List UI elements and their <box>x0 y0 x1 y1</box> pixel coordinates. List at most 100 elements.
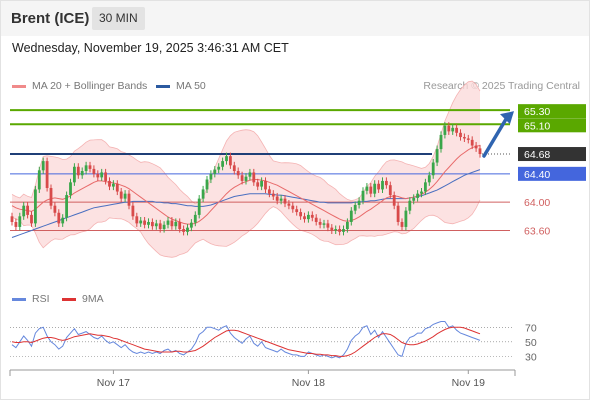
candle-body <box>84 165 88 172</box>
candle-body <box>353 204 357 211</box>
candle-body <box>240 175 244 181</box>
price-label-63.60: 63.60 <box>524 225 550 237</box>
candle-body <box>338 229 341 232</box>
candle-body <box>217 166 221 170</box>
candle-body <box>53 205 57 213</box>
price-tag-65.30 <box>518 104 586 119</box>
candle-body <box>154 223 158 227</box>
candle-body <box>377 183 380 190</box>
rsi-tick-50: 50 <box>525 337 537 349</box>
candle-body <box>381 180 384 190</box>
candle-body <box>318 221 322 225</box>
candle-body <box>342 229 345 232</box>
candle-body <box>158 223 162 230</box>
candle-body <box>435 149 439 163</box>
candle-body <box>45 161 49 188</box>
candle-body <box>34 189 37 224</box>
candle-body <box>225 156 228 162</box>
candle-body <box>37 170 41 190</box>
candle-body <box>279 198 283 201</box>
candle-body <box>108 180 111 187</box>
candle-body <box>18 216 22 227</box>
candle-body <box>178 221 182 230</box>
rsi-swatch-icon <box>12 297 26 301</box>
candle-body <box>151 221 154 227</box>
candle-body <box>221 161 224 167</box>
candle-body <box>88 165 92 169</box>
candle-body <box>244 176 248 181</box>
candle-body <box>264 180 267 190</box>
candle-body <box>330 227 334 231</box>
candle-body <box>73 166 76 183</box>
x-tick-nov-17: Nov 17 <box>97 377 130 389</box>
candle-body <box>466 138 470 140</box>
candle-body <box>131 205 135 217</box>
candle-body <box>373 183 377 194</box>
rsi-ma-line <box>11 326 481 357</box>
candle-body <box>260 180 263 187</box>
candle-body <box>14 221 18 227</box>
rsi-tick-70: 70 <box>525 322 537 334</box>
candle-body <box>396 205 400 222</box>
candle-body <box>10 216 14 222</box>
candle-body <box>283 198 287 204</box>
candle-body <box>115 183 119 192</box>
candle-body <box>295 209 299 213</box>
bollinger-lower <box>11 199 481 258</box>
candle-body <box>123 193 127 199</box>
timeframe-badge[interactable]: 30 MIN <box>92 7 145 30</box>
price-label-64.00: 64.00 <box>524 197 550 209</box>
candle-body <box>365 186 369 191</box>
candle-body <box>400 221 404 227</box>
price-tag-64.68 <box>518 147 586 162</box>
ma9-swatch-icon <box>62 297 76 301</box>
candle-body <box>41 161 45 171</box>
price-label-65.30: 65.30 <box>524 106 550 118</box>
candle-body <box>474 145 478 149</box>
price-label-64.68: 64.68 <box>524 149 550 161</box>
candle-body <box>431 162 435 176</box>
candle-body <box>213 169 217 174</box>
candle-body <box>459 132 462 138</box>
candle-body <box>76 166 80 176</box>
candle-body <box>57 212 61 224</box>
candle-body <box>30 214 33 224</box>
candle-body <box>26 205 29 215</box>
candle-body <box>201 189 205 199</box>
price-label-64.40: 64.40 <box>524 169 550 181</box>
candle-body <box>361 190 365 201</box>
candle-body <box>166 220 170 225</box>
forecast-arrowhead-icon <box>500 111 514 125</box>
legend-ma9-label: 9MA <box>82 293 104 305</box>
candle-body <box>143 220 146 225</box>
candle-body <box>112 183 115 187</box>
candle-body <box>455 127 458 133</box>
instrument-title: Brent (ICE) <box>11 10 90 27</box>
candle-body <box>412 197 416 201</box>
ma50-swatch-icon <box>156 84 170 88</box>
candle-body <box>287 203 291 206</box>
legend-ma50: MA 50 <box>156 80 206 92</box>
candle-body <box>190 222 193 228</box>
forecast-arrow <box>482 117 508 158</box>
candle-body <box>162 224 166 230</box>
candle-body <box>197 198 201 215</box>
legend-rsi-label: RSI <box>32 293 50 305</box>
candle-body <box>193 214 197 223</box>
candle-body <box>416 193 419 198</box>
bollinger-upper <box>11 80 481 205</box>
candle-body <box>271 193 275 197</box>
candle-body <box>205 179 209 190</box>
candle-body <box>291 205 295 210</box>
datetime-label: Wednesday, November 19, 2025 3:46:31 AM … <box>12 41 289 55</box>
candle-body <box>80 171 84 176</box>
candle-body <box>408 200 412 211</box>
legend-ma9: 9MA <box>62 293 104 305</box>
ma20-swatch-icon <box>12 84 26 88</box>
candle-body <box>392 195 396 206</box>
candle-body <box>119 191 123 199</box>
legend-ma20-label: MA 20 + Bollinger Bands <box>32 80 148 92</box>
candle-body <box>443 125 447 135</box>
chart-header: Brent (ICE) 30 MIN <box>0 0 590 36</box>
